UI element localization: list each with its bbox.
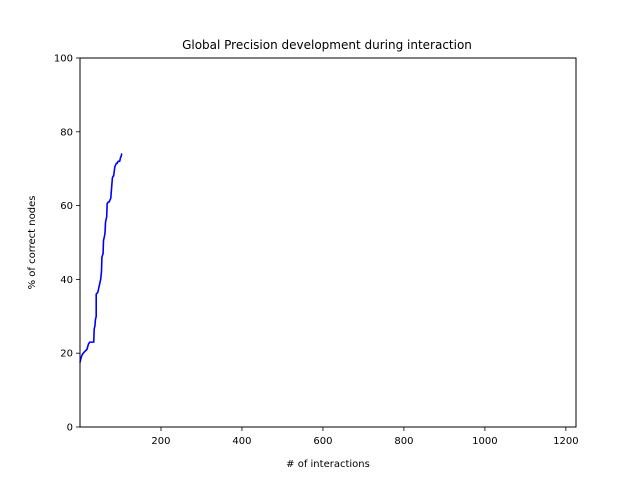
- series-layer: [79, 153, 123, 363]
- y-axis: 0 20 40 60 80 100: [54, 54, 80, 434]
- y-tick-label: 100: [54, 54, 73, 65]
- x-axis-label: # of interactions: [286, 459, 370, 470]
- x-tick-label: 1000: [472, 436, 497, 447]
- y-axis-label: % of correct nodes: [27, 196, 38, 290]
- chart-title: Global Precision development during inte…: [182, 38, 472, 52]
- y-tick-label: 60: [60, 201, 73, 212]
- plot-area: [80, 58, 576, 427]
- x-tick-label: 600: [313, 436, 332, 447]
- y-tick-label: 20: [60, 349, 73, 360]
- series-line: [79, 153, 123, 363]
- x-tick-label: 200: [151, 436, 170, 447]
- x-axis: 200 400 600 800 1000 1200: [151, 427, 579, 447]
- x-tick-label: 1200: [553, 436, 578, 447]
- y-tick-label: 40: [60, 275, 73, 286]
- plot-frame: [79, 57, 577, 428]
- x-tick-label: 400: [232, 436, 251, 447]
- x-tick-label: 800: [394, 436, 413, 447]
- y-tick-label: 0: [67, 423, 73, 434]
- y-tick-label: 80: [60, 127, 73, 138]
